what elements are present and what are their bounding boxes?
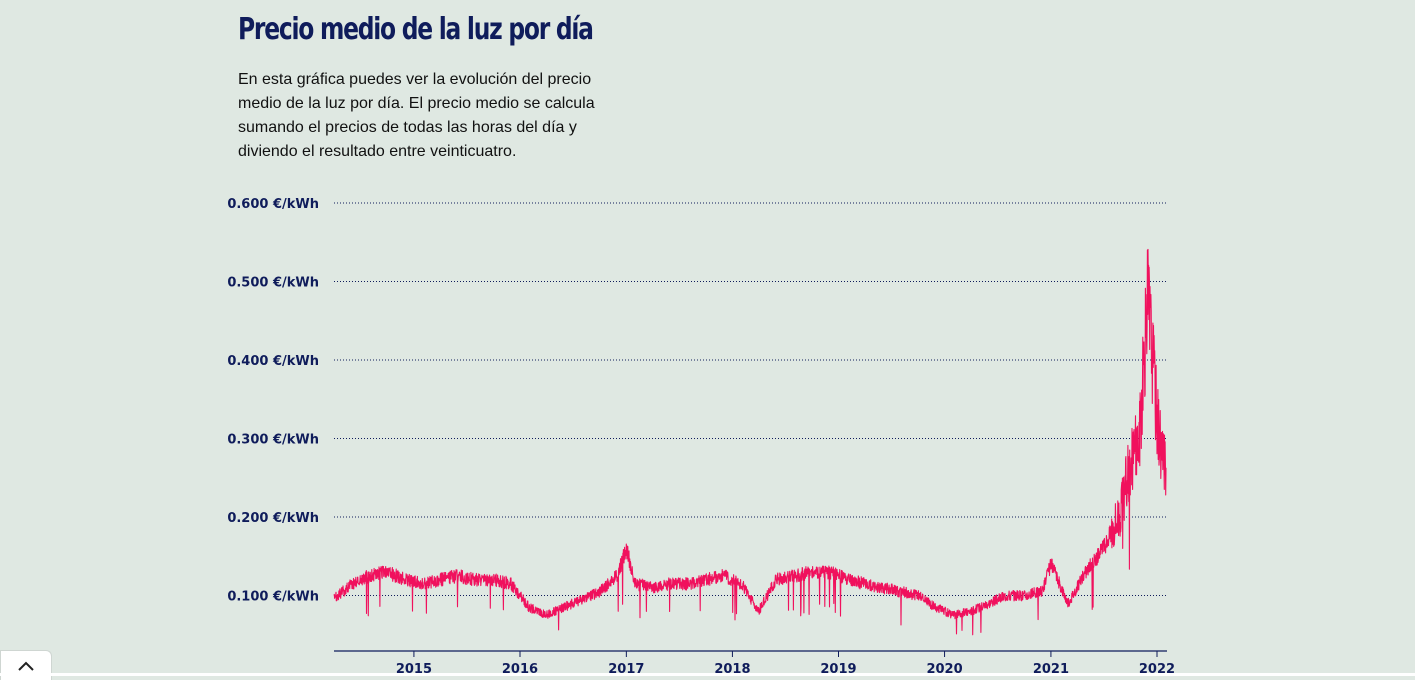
- y-tick-label: 0.400 €/kWh: [227, 354, 319, 369]
- y-tick-label: 0.200 €/kWh: [227, 511, 319, 526]
- chart-description: En esta gráfica puedes ver la evolución …: [238, 71, 595, 160]
- bottom-scrollbar: [0, 673, 1415, 676]
- x-tick-label: 2020: [926, 662, 962, 676]
- series-layer: [333, 248, 1167, 636]
- y-tick-label: 0.300 €/kWh: [227, 433, 319, 448]
- x-tick-label: 2016: [502, 662, 538, 676]
- price-series-line: [333, 248, 1167, 636]
- x-tick-label: 2018: [714, 662, 750, 676]
- y-tick-label: 0.600 €/kWh: [227, 197, 319, 212]
- x-tick-label: 2021: [1033, 662, 1069, 676]
- y-tick-label: 0.500 €/kWh: [227, 276, 319, 291]
- y-tick-label: 0.100 €/kWh: [227, 590, 319, 605]
- chevron-up-icon: [18, 661, 34, 671]
- y-axis-ticks: 0.100 €/kWh 0.200 €/kWh 0.300 €/kWh 0.400 €…: [227, 197, 319, 605]
- x-tick-label: 2019: [820, 662, 856, 676]
- y-gridlines: [334, 202, 1166, 596]
- x-axis-ticks: 2015 2016 2017 2018 2019 2020 2021 2022: [396, 651, 1175, 676]
- x-tick-label: 2017: [608, 662, 644, 676]
- page-title: Precio medio de la luz por día: [238, 12, 594, 47]
- x-tick-label: 2022: [1139, 662, 1175, 676]
- x-tick-label: 2015: [396, 662, 432, 676]
